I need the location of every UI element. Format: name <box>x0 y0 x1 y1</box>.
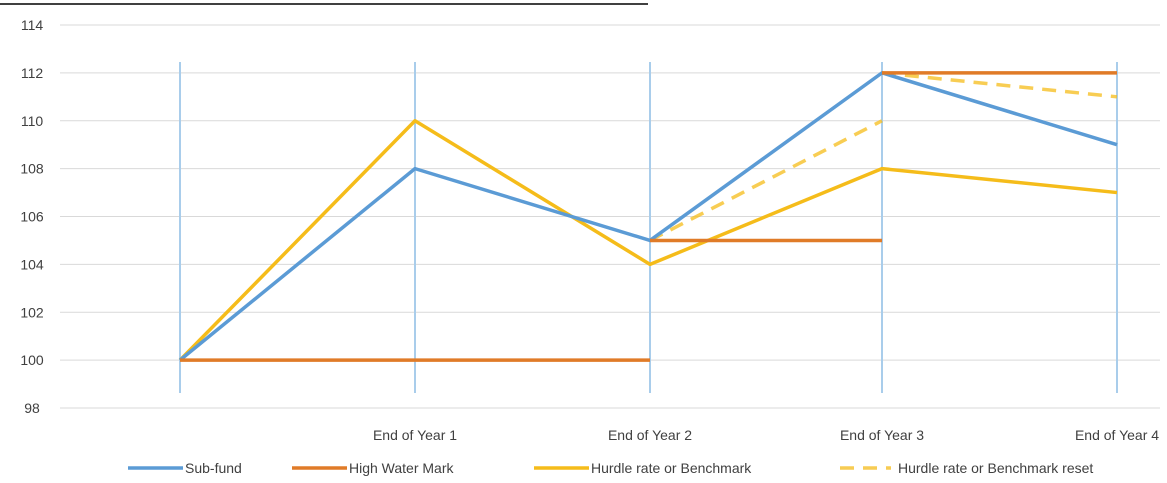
y-tick-label: 110 <box>21 113 44 129</box>
x-tick-label: End of Year 4 <box>1075 427 1159 443</box>
y-axis-tick-labels: 98 100 102 104 106 108 110 112 114 <box>20 17 44 416</box>
y-tick-label: 102 <box>20 304 44 320</box>
legend: Sub-fund High Water Mark Hurdle rate or Be… <box>128 460 1093 476</box>
legend-label: Sub-fund <box>185 460 242 476</box>
y-tick-label: 98 <box>24 400 40 416</box>
x-tick-label: End of Year 1 <box>373 427 457 443</box>
y-tick-label: 112 <box>21 65 44 81</box>
series-line <box>881 71 1118 99</box>
category-gridlines <box>179 62 1118 393</box>
y-tick-label: 100 <box>20 352 44 368</box>
series-line <box>178 119 1118 362</box>
x-tick-label: End of Year 2 <box>608 427 692 443</box>
legend-label: Hurdle rate or Benchmark reset <box>898 460 1093 476</box>
horizontal-gridlines <box>60 24 1160 409</box>
legend-label: Hurdle rate or Benchmark <box>591 460 752 476</box>
legend-label: High Water Mark <box>349 460 455 476</box>
series-line <box>649 119 883 242</box>
x-axis-tick-labels: End of Year 1 End of Year 2 End of Year 3 E… <box>373 427 1159 443</box>
y-tick-label: 106 <box>20 209 44 225</box>
y-tick-label: 114 <box>21 17 44 33</box>
x-tick-label: End of Year 3 <box>840 427 924 443</box>
y-tick-label: 104 <box>20 256 44 272</box>
plot-series <box>178 71 1118 362</box>
y-tick-label: 108 <box>20 161 44 177</box>
